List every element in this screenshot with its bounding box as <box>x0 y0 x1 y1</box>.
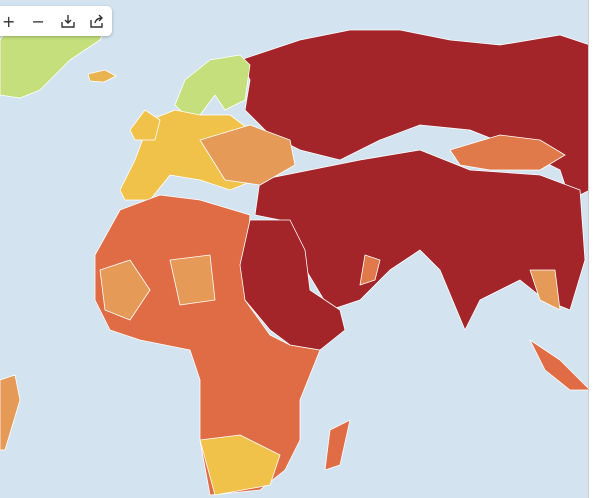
asia <box>254 149 586 331</box>
thailand <box>529 269 561 311</box>
scandinavia <box>174 54 251 116</box>
indonesia <box>529 339 591 391</box>
share-icon <box>90 14 104 28</box>
zoom-out[interactable]: − <box>31 11 45 31</box>
oman <box>359 254 381 286</box>
iceland <box>87 69 117 83</box>
southern-africa <box>199 434 281 496</box>
share-button[interactable] <box>83 6 113 36</box>
eastern-europe <box>199 124 296 186</box>
toolbar: + − <box>0 6 112 36</box>
central-africa <box>169 254 216 306</box>
uk <box>129 109 161 141</box>
zoom-in[interactable]: + <box>2 11 16 31</box>
africa <box>94 194 321 496</box>
west-africa <box>99 259 151 321</box>
download-button[interactable] <box>53 6 83 36</box>
northeast-africa <box>239 219 346 351</box>
south-america <box>0 374 21 451</box>
download-icon <box>61 15 75 28</box>
madagascar <box>324 419 351 471</box>
side-panel <box>588 0 600 498</box>
mongolia <box>449 134 566 171</box>
